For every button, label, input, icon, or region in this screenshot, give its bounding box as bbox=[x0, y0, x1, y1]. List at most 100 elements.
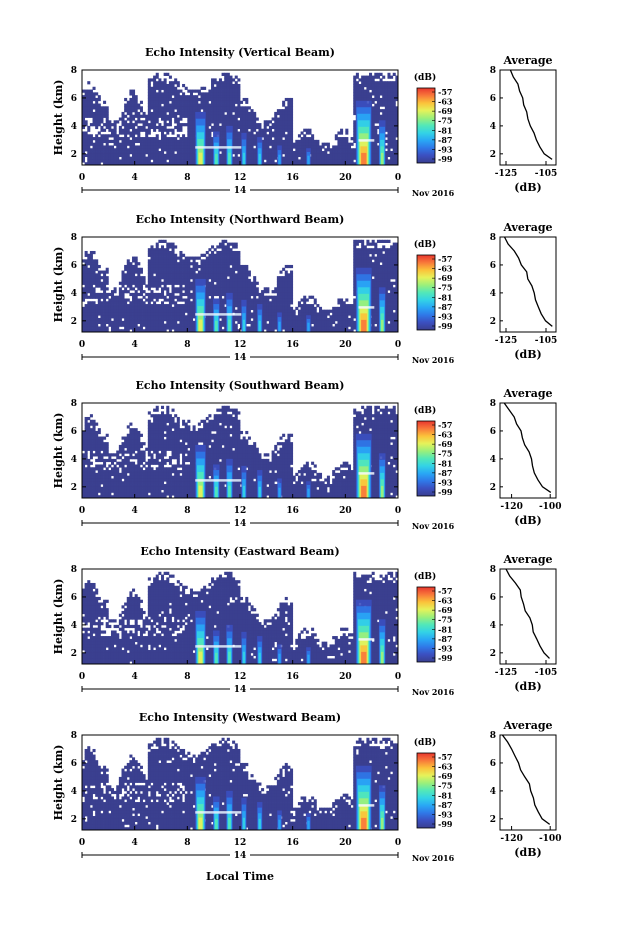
intensity-streak bbox=[307, 489, 309, 498]
colorbar-tick-label: -57 bbox=[438, 420, 452, 430]
y-tick-label: 4 bbox=[71, 455, 77, 465]
bright-layer bbox=[195, 146, 241, 149]
heatmap bbox=[82, 240, 398, 333]
x-tick-label: 0 bbox=[395, 838, 401, 848]
x-tick-label: 12 bbox=[234, 672, 247, 682]
colorbar-tick-label: -75 bbox=[438, 283, 452, 293]
intensity-streak bbox=[381, 652, 383, 664]
profile-line bbox=[505, 237, 553, 326]
colorbar-tick-label: -87 bbox=[438, 634, 452, 644]
x-tick-label: 12 bbox=[234, 340, 247, 350]
profile-line bbox=[502, 735, 549, 824]
profile-title: Average bbox=[502, 221, 552, 234]
y-axis-label: Height (km) bbox=[52, 745, 65, 821]
profile-y-tick-label: 2 bbox=[490, 150, 496, 160]
panel-2: Echo Intensity (Northward Beam)2468Heigh… bbox=[52, 213, 557, 365]
panel-title: Echo Intensity (Vertical Beam) bbox=[145, 46, 335, 59]
profile-x-tick-label: -125 bbox=[495, 336, 518, 346]
intensity-streak bbox=[278, 820, 280, 830]
colorbar-tick-label: -87 bbox=[438, 800, 452, 810]
y-tick-label: 8 bbox=[71, 731, 77, 741]
profile-x-tick-label: -105 bbox=[535, 169, 558, 179]
profile-y-tick-label: 4 bbox=[490, 122, 496, 132]
profile-title: Average bbox=[502, 54, 552, 67]
x-tick-label: 20 bbox=[339, 838, 352, 848]
colorbar-tick-label: -75 bbox=[438, 449, 452, 459]
profile-y-tick-label: 8 bbox=[490, 399, 496, 409]
colorbar-tick-label: -57 bbox=[438, 752, 452, 762]
x-tick-label: 8 bbox=[184, 506, 190, 516]
profile-title: Average bbox=[502, 387, 552, 400]
intensity-streak bbox=[228, 818, 231, 830]
colorbar-tick-label: -63 bbox=[438, 596, 453, 606]
colorbar-tick-label: -63 bbox=[438, 97, 453, 107]
x-tick-label: 16 bbox=[286, 672, 299, 682]
colorbar-tick-label: -93 bbox=[438, 643, 453, 653]
y-tick-label: 6 bbox=[71, 759, 77, 769]
colorbar-tick-label: -93 bbox=[438, 311, 453, 321]
profile-y-tick-label: 4 bbox=[490, 787, 496, 797]
profile-y-tick-label: 8 bbox=[490, 66, 496, 76]
intensity-streak bbox=[381, 320, 383, 332]
colorbar-tick-label: -75 bbox=[438, 615, 452, 625]
y-tick-label: 6 bbox=[71, 261, 77, 271]
profile-x-label: (dB) bbox=[514, 514, 541, 527]
intensity-streak bbox=[215, 321, 218, 332]
intensity-streak bbox=[199, 652, 203, 664]
intensity-streak bbox=[215, 487, 218, 498]
intensity-streak bbox=[259, 321, 261, 332]
colorbar-tick-label: -63 bbox=[438, 264, 453, 274]
x-tick-label: 12 bbox=[234, 173, 247, 183]
intensity-streak bbox=[259, 487, 261, 498]
heatmap bbox=[82, 406, 398, 499]
intensity-streak bbox=[361, 153, 366, 165]
profile-frame bbox=[500, 569, 556, 664]
colorbar-tick-label: -63 bbox=[438, 762, 453, 772]
x-tick-label: 8 bbox=[184, 838, 190, 848]
x-tick-label: 16 bbox=[286, 173, 299, 183]
x-tick-label: 8 bbox=[184, 173, 190, 183]
x-axis-label: Local Time bbox=[206, 870, 274, 883]
profile-title: Average bbox=[502, 719, 552, 732]
intensity-streak bbox=[243, 320, 245, 332]
x-tick-label: 4 bbox=[132, 838, 138, 848]
profile-y-tick-label: 8 bbox=[490, 233, 496, 243]
bright-layer bbox=[359, 472, 375, 475]
x-tick-label: 12 bbox=[234, 838, 247, 848]
profile-x-tick-label: -100 bbox=[539, 834, 562, 844]
y-tick-label: 4 bbox=[71, 787, 77, 797]
intensity-streak bbox=[381, 153, 383, 165]
intensity-streak bbox=[259, 819, 261, 830]
panel-title: Echo Intensity (Southward Beam) bbox=[136, 379, 345, 392]
intensity-streak bbox=[199, 153, 203, 165]
day-label: 14 bbox=[234, 519, 247, 529]
bright-layer bbox=[359, 139, 375, 142]
profile-x-tick-label: -120 bbox=[500, 834, 523, 844]
profile-x-tick-label: -120 bbox=[500, 502, 523, 512]
bright-layer bbox=[359, 804, 375, 807]
colorbar-unit: (dB) bbox=[414, 72, 436, 83]
x-tick-label: 0 bbox=[395, 173, 401, 183]
panel-3: Echo Intensity (Southward Beam)2468Heigh… bbox=[52, 379, 561, 531]
y-axis-label: Height (km) bbox=[52, 80, 65, 156]
colorbar-tick-label: -81 bbox=[438, 458, 452, 468]
heatmap bbox=[82, 572, 398, 665]
colorbar bbox=[417, 421, 435, 496]
profile-y-tick-label: 2 bbox=[490, 317, 496, 327]
colorbar bbox=[417, 587, 435, 662]
profile-line bbox=[504, 403, 551, 492]
y-tick-label: 4 bbox=[71, 289, 77, 299]
intensity-streak bbox=[307, 156, 309, 165]
profile-y-tick-label: 4 bbox=[490, 289, 496, 299]
colorbar-tick-label: -93 bbox=[438, 144, 453, 154]
x-tick-label: 8 bbox=[184, 672, 190, 682]
intensity-streak bbox=[243, 652, 245, 664]
intensity-streak bbox=[278, 488, 280, 498]
x-tick-label: 16 bbox=[286, 506, 299, 516]
intensity-streak bbox=[307, 821, 309, 830]
panel-title: Echo Intensity (Eastward Beam) bbox=[140, 545, 339, 558]
y-axis-label: Height (km) bbox=[52, 247, 65, 323]
intensity-streak bbox=[259, 653, 261, 664]
